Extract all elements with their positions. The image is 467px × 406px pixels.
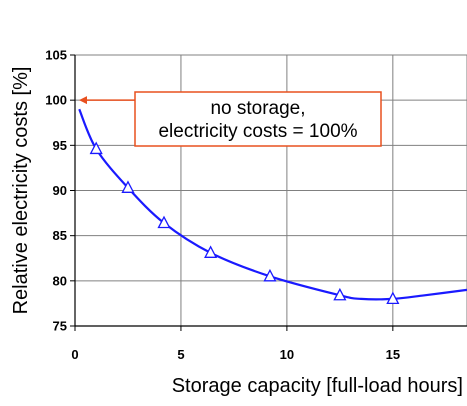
x-tick-label: 0 (71, 347, 78, 362)
y-tick-label: 90 (53, 183, 67, 198)
x-axis-label: Storage capacity [full-load hours] (172, 375, 463, 397)
x-tick-label: 10 (280, 347, 294, 362)
annotation-line-2: electricity costs = 100% (158, 121, 357, 142)
y-tick-label: 75 (53, 319, 67, 334)
y-tick-label: 105 (45, 48, 67, 63)
data-point (386, 291, 400, 305)
data-point (204, 245, 218, 258)
y-tick-label: 100 (45, 93, 67, 108)
series (78, 108, 467, 305)
x-tick-label: 5 (177, 347, 184, 362)
y-axis-label: Relative electricity costs [%] (10, 67, 32, 315)
y-tick-label: 95 (53, 138, 67, 153)
x-tick-label: 15 (386, 347, 400, 362)
y-tick-label: 80 (53, 273, 67, 288)
axes (70, 54, 467, 331)
data-point (333, 287, 347, 301)
data-point (157, 215, 171, 229)
annotation-arrowhead (79, 96, 87, 105)
data-point (121, 180, 135, 193)
annotation-box (134, 91, 382, 147)
annotation-line-1: no storage, (210, 98, 305, 119)
annotation: no storage, electricity costs = 100% (79, 91, 382, 147)
tick-labels: 75 80 85 90 95 100 105 0 5 10 15 (45, 48, 400, 363)
y-tick-label: 85 (53, 228, 67, 243)
data-point (263, 268, 277, 282)
data-point (89, 141, 103, 155)
